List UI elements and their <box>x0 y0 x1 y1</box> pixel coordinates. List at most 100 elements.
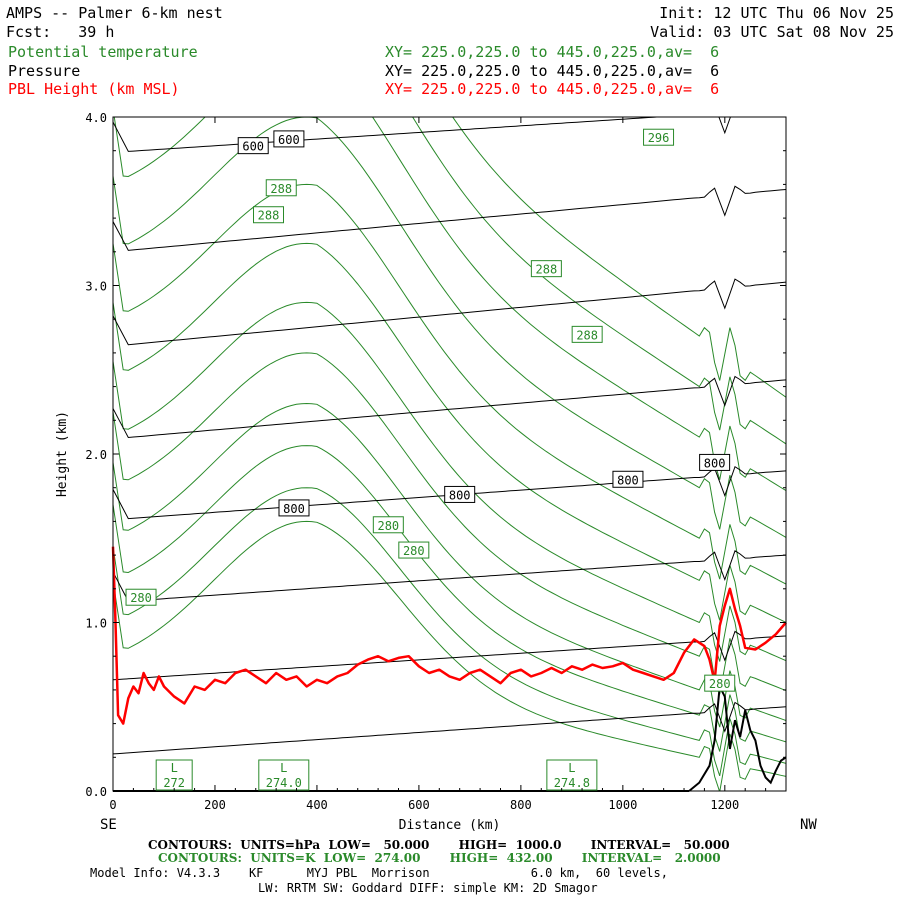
contour-label-box <box>372 516 404 534</box>
theta-contour-line <box>113 402 786 728</box>
terrain-line <box>113 682 787 792</box>
footer-physics-info: LW: RRTM SW: Goddard DIFF: simple KM: 2D… <box>258 881 598 895</box>
fcst-label: Fcst: <box>6 23 52 41</box>
x-tick-label: 1200 <box>710 798 739 812</box>
plot-frame <box>112 116 787 792</box>
y-tick-label: 3.0 <box>85 280 107 294</box>
pbl-line <box>111 546 787 725</box>
contour-label-text: 280 <box>130 591 152 605</box>
low-label-box <box>546 759 598 791</box>
contour-label-text: 280 <box>377 519 399 533</box>
contour-label-text: 280 <box>403 544 425 558</box>
contour-label-box <box>273 130 305 148</box>
contour-label-box <box>530 260 562 278</box>
plot-title: AMPS -- Palmer 6-km nest <box>6 4 223 22</box>
contour-label-box <box>704 674 736 692</box>
x-axis-label: Distance (km) <box>399 818 501 833</box>
pressure-contour-line <box>113 375 786 439</box>
contour-labels: 600 600 800 800 800 800 296 288 288 288 288 280 280 2… <box>125 128 736 791</box>
forecast-hour: Fcst: 39 h <box>6 23 114 41</box>
contour-label-text: 800 <box>449 488 471 502</box>
low-label-value: 272 <box>163 776 185 790</box>
theta-contour-line <box>113 183 786 585</box>
footer-model-info: Model Info: V4.3.3 KF MYJ PBL Morrison 6… <box>90 866 668 880</box>
pressure-contour-line <box>113 185 786 251</box>
footer-pressure-contours: CONTOURS: UNITS=hPa LOW= 50.000 HIGH= 10… <box>148 838 730 852</box>
init-time: Init: 12 UTC Thu 06 Nov 25 <box>659 4 894 22</box>
theta-contour-line <box>113 117 786 538</box>
contour-label-box <box>265 179 297 197</box>
low-label-box <box>258 759 310 791</box>
valid-time: Valid: 03 UTC Sat 08 Nov 25 <box>650 23 894 41</box>
x-tick-label: 0 <box>109 798 116 812</box>
pressure-contour-line <box>113 117 731 152</box>
field-pbl-name: PBL Height (km MSL) <box>8 80 180 98</box>
y-tick-label: 1.0 <box>85 617 107 631</box>
theta-contour-line <box>113 352 786 695</box>
x-tick-label: 400 <box>306 798 328 812</box>
x-tick-label: 800 <box>510 798 532 812</box>
x-tick-label: 200 <box>204 798 226 812</box>
theta-contour-line <box>113 117 786 492</box>
low-label-letter: L <box>171 761 178 775</box>
contour-label-text: 288 <box>536 263 558 277</box>
field-theta-xy: XY= 225.0,225.0 to 445.0,225.0,av= 6 <box>385 43 720 61</box>
pressure-contour-line <box>113 550 786 602</box>
pressure-contours <box>113 117 786 755</box>
field-pressure-xy: XY= 225.0,225.0 to 445.0,225.0,av= 6 <box>385 62 720 80</box>
pressure-contour-line <box>113 701 786 755</box>
pressure-contour-line <box>113 630 786 681</box>
contour-label-text: 800 <box>704 456 726 470</box>
contour-label-box <box>398 541 430 559</box>
contour-label-text: 288 <box>270 182 292 196</box>
contour-label-box <box>125 588 157 606</box>
contour-label-box <box>612 470 644 488</box>
fcst-value: 39 h <box>78 23 115 41</box>
y-tick-label: 4.0 <box>85 111 107 125</box>
contour-label-box <box>444 485 476 503</box>
contour-label-box <box>571 325 603 343</box>
x-tick-label: 1000 <box>608 798 637 812</box>
low-label-letter: L <box>568 761 575 775</box>
contour-label-text: 800 <box>617 473 639 487</box>
left-end-label: SE <box>100 817 117 833</box>
contour-label-text: 800 <box>283 502 305 516</box>
field-pbl-xy: XY= 225.0,225.0 to 445.0,225.0,av= 6 <box>385 80 720 98</box>
field-pressure-name: Pressure <box>8 62 81 80</box>
low-label-letter: L <box>280 761 287 775</box>
x-tick-label: 600 <box>408 798 430 812</box>
theta-contour-line <box>452 117 786 398</box>
contour-label-text: 296 <box>648 131 670 145</box>
theta-contour-line <box>113 242 786 623</box>
footer-theta-contours: CONTOURS: UNITS=K LOW= 274.00 HIGH= 432.… <box>158 851 721 865</box>
contour-label-box <box>643 128 675 146</box>
y-axis-label: Height (km) <box>55 411 70 497</box>
contour-label-box <box>278 499 310 517</box>
contour-label-text: 288 <box>576 328 598 342</box>
pressure-contour-line <box>113 278 786 346</box>
pbl-path <box>111 546 787 725</box>
theta-contours <box>113 117 786 791</box>
axes: 0.0 1.0 2.0 3.0 4.0 0 200 400 600 800 1000 1200 Dist… <box>55 111 817 833</box>
right-end-label: NW <box>800 817 817 833</box>
theta-contour-line <box>113 445 786 752</box>
theta-contour-line <box>113 520 786 791</box>
theta-contour-line <box>113 301 786 662</box>
theta-contour-line <box>113 487 786 777</box>
contour-label-box <box>699 453 731 471</box>
contour-label-box <box>237 137 269 155</box>
low-label-value: 274.0 <box>266 776 302 790</box>
contour-label-text: 280 <box>709 677 731 691</box>
theta-contour-line <box>412 117 786 445</box>
low-label-value: 274.8 <box>554 776 590 790</box>
contour-label-box <box>253 206 285 224</box>
y-tick-label: 2.0 <box>85 448 107 462</box>
terrain-path <box>688 682 787 792</box>
low-label-box <box>155 759 193 791</box>
y-tick-label: 0.0 <box>85 785 107 799</box>
contour-label-text: 288 <box>258 209 280 223</box>
field-theta-name: Potential temperature <box>8 43 198 61</box>
contour-label-text: 600 <box>278 133 300 147</box>
contour-label-text: 600 <box>242 140 264 154</box>
